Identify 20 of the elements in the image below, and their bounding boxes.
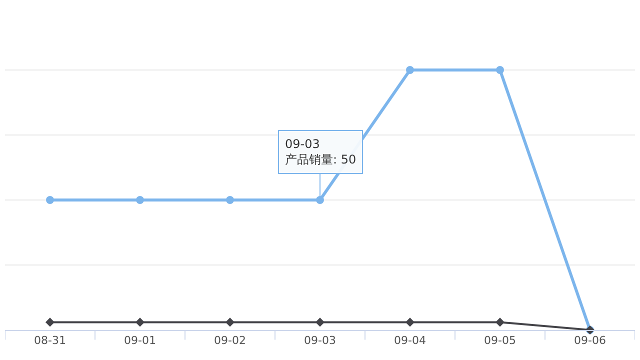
x-tick-label: 09-04 (394, 334, 426, 348)
x-tick-label: 09-05 (484, 334, 516, 348)
x-tick-label: 09-01 (124, 334, 156, 348)
point (45, 318, 55, 327)
point (316, 196, 324, 204)
point (405, 318, 415, 327)
x-tick-label: 09-06 (574, 334, 606, 348)
x-tick-label: 08-31 (34, 334, 66, 348)
point (495, 318, 505, 327)
point (226, 196, 234, 204)
x-tick-label: 09-02 (214, 334, 246, 348)
x-tick-label: 09-03 (304, 334, 336, 348)
point (406, 66, 414, 74)
point (135, 318, 145, 327)
point (496, 66, 504, 74)
point (46, 196, 54, 204)
point (136, 196, 144, 204)
point (315, 318, 325, 327)
point (225, 318, 235, 327)
annotation: 09-03 产品销量: 50 (285, 137, 356, 167)
